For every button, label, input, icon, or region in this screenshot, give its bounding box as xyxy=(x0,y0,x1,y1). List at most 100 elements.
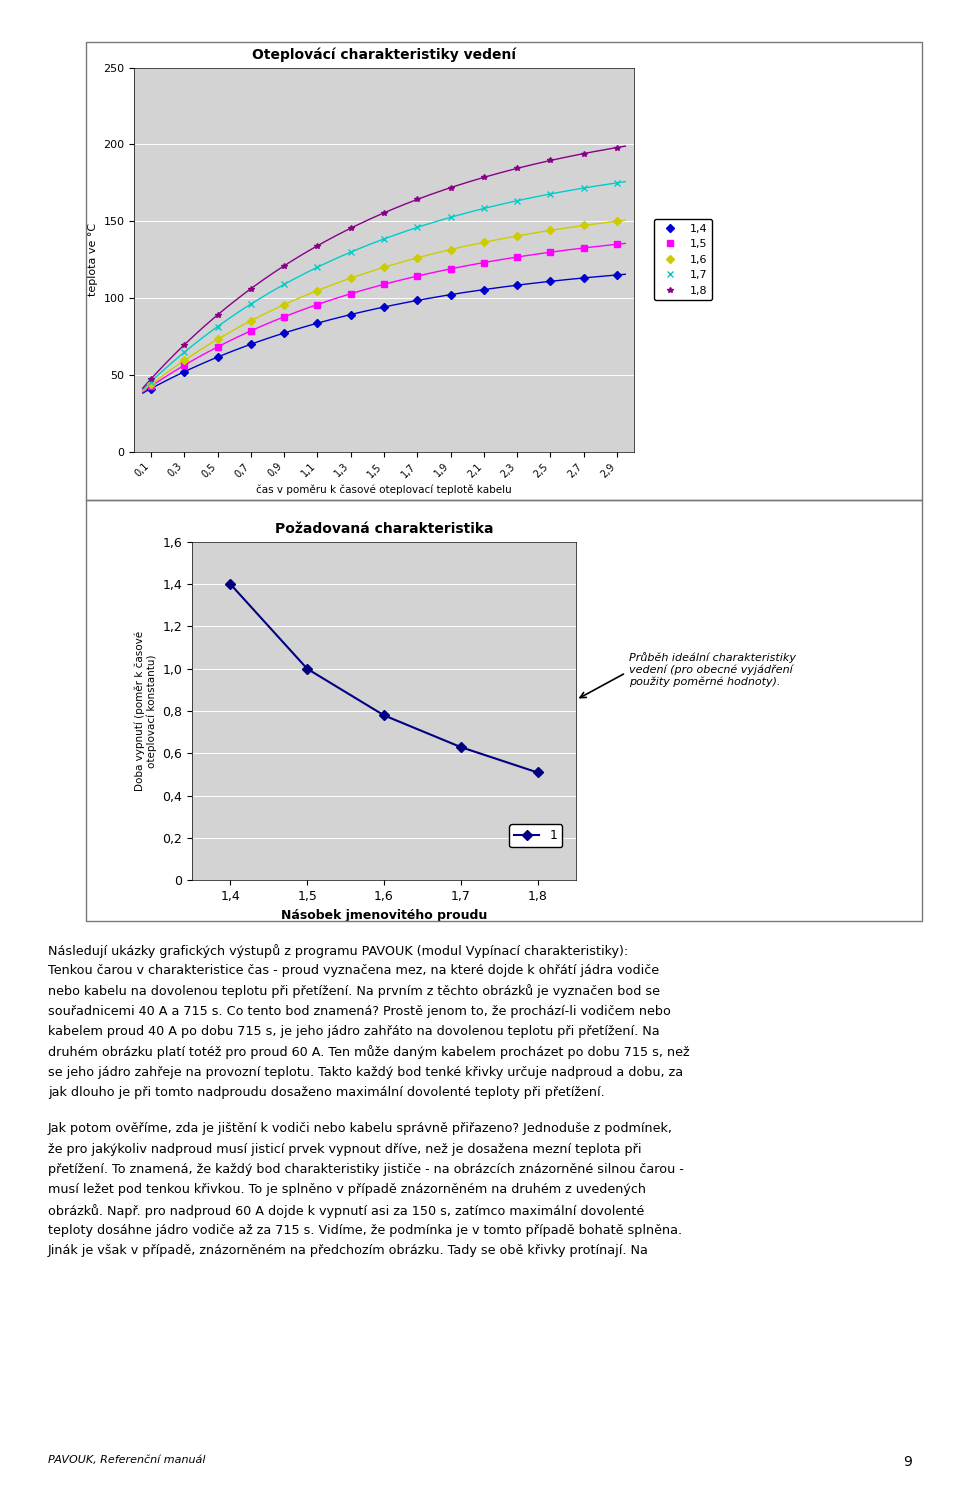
1,7 xyxy=(145,373,156,391)
1,7 xyxy=(478,200,490,218)
Text: Jak potom ověříme, zda je jištění k vodiči nebo kabelu správně přiřazeno? Jednod: Jak potom ověříme, zda je jištění k vodi… xyxy=(48,1123,673,1135)
Line: 1: 1 xyxy=(227,581,541,777)
1,4 xyxy=(612,266,623,284)
1 xyxy=(225,575,236,593)
Text: musí ležet pod tenkou křivkou. To je splněno v případě znázorněném na druhém z u: musí ležet pod tenkou křivkou. To je spl… xyxy=(48,1183,646,1196)
Text: obrázků. Např. pro nadproud 60 A dojde k vypnutí asi za 150 s, zatímco maximální: obrázků. Např. pro nadproud 60 A dojde k… xyxy=(48,1204,644,1218)
Text: PAVOUK, Referenční manuál: PAVOUK, Referenční manuál xyxy=(48,1455,205,1466)
1,6 xyxy=(544,221,556,239)
1,8 xyxy=(444,179,456,197)
1,7 xyxy=(345,244,356,262)
1,8 xyxy=(278,257,290,275)
1,5 xyxy=(612,235,623,253)
1,5 xyxy=(544,244,556,262)
1,8 xyxy=(245,280,256,298)
1 xyxy=(301,659,313,677)
1,8 xyxy=(578,144,589,163)
Line: 1,4: 1,4 xyxy=(148,272,620,391)
1,8 xyxy=(544,152,556,170)
1,7 xyxy=(544,185,556,203)
1,7 xyxy=(412,218,423,236)
Line: 1,5: 1,5 xyxy=(148,241,620,388)
1,4 xyxy=(212,348,224,366)
1,8 xyxy=(312,236,324,254)
1,6 xyxy=(478,233,490,251)
1,7 xyxy=(312,259,324,277)
1,8 xyxy=(612,138,623,157)
Line: 1,8: 1,8 xyxy=(148,144,620,382)
Line: 1,7: 1,7 xyxy=(148,181,620,384)
Text: Jinák je však v případě, znázorněném na předchozím obrázku. Tady se obě křivky p: Jinák je však v případě, znázorněném na … xyxy=(48,1245,649,1257)
1,8 xyxy=(378,203,390,221)
1,7 xyxy=(444,208,456,226)
Title: Oteplovácí charakteristiky vedení: Oteplovácí charakteristiky vedení xyxy=(252,48,516,62)
1,4 xyxy=(278,324,290,342)
1,6 xyxy=(444,241,456,259)
1,7 xyxy=(578,179,589,197)
Y-axis label: Doba vypnutí (poměr k časové
oteplovací konstantu): Doba vypnutí (poměr k časové oteplovací … xyxy=(134,631,156,792)
1,5 xyxy=(179,357,190,375)
1,5 xyxy=(278,307,290,325)
Line: 1,6: 1,6 xyxy=(148,218,620,387)
Text: přetížení. To znamená, že každý bod charakteristiky jističe - na obrázcích znázo: přetížení. To znamená, že každý bod char… xyxy=(48,1163,684,1175)
1,7 xyxy=(612,175,623,193)
1,8 xyxy=(179,336,190,354)
Title: Požadovaná charakteristika: Požadovaná charakteristika xyxy=(275,522,493,536)
1,5 xyxy=(478,253,490,271)
Text: 9: 9 xyxy=(903,1455,912,1469)
1,6 xyxy=(378,259,390,277)
1,4 xyxy=(179,363,190,381)
1,8 xyxy=(345,220,356,238)
Text: nebo kabelu na dovolenou teplotu při přetížení. Na prvním z těchto obrázků je vy: nebo kabelu na dovolenou teplotu při pře… xyxy=(48,984,660,998)
1 xyxy=(455,737,467,756)
1,8 xyxy=(512,160,523,178)
1,6 xyxy=(245,312,256,330)
1,7 xyxy=(512,191,523,209)
1,8 xyxy=(145,370,156,388)
1,5 xyxy=(444,260,456,278)
1,7 xyxy=(179,343,190,361)
1,5 xyxy=(378,275,390,293)
1,5 xyxy=(412,266,423,284)
Text: jak dlouho je při tomto nadproudu dosaženo maximální dovolenté teploty při přetí: jak dlouho je při tomto nadproudu dosaže… xyxy=(48,1087,605,1099)
Text: se jeho jádro zahřeje na provozní teplotu. Takto každý bod tenké křivky určuje n: se jeho jádro zahřeje na provozní teplot… xyxy=(48,1066,684,1079)
Text: Průběh ideální charakteristiky
vedení (pro obecné vyjádření
použity poměrné hodn: Průběh ideální charakteristiky vedení (p… xyxy=(629,652,796,688)
1 xyxy=(378,706,390,724)
1,7 xyxy=(278,275,290,293)
1,5 xyxy=(145,378,156,396)
1,6 xyxy=(412,248,423,266)
Text: souřadnicemi 40 A a 715 s. Co tento bod znamená? Prostě jenom to, že prochází-li: souřadnicemi 40 A a 715 s. Co tento bod … xyxy=(48,1005,671,1017)
1,4 xyxy=(145,379,156,397)
Text: že pro jakýkoliv nadproud musí jisticí prvek vypnout dříve, než je dosažena mezn: že pro jakýkoliv nadproud musí jisticí p… xyxy=(48,1142,641,1156)
1 xyxy=(532,763,543,781)
1,5 xyxy=(345,284,356,303)
Text: kabelem proud 40 A po dobu 715 s, je jeho jádro zahřáto na dovolenou teplotu při: kabelem proud 40 A po dobu 715 s, je jeh… xyxy=(48,1025,660,1038)
1,4 xyxy=(444,286,456,304)
1,4 xyxy=(412,292,423,310)
1,4 xyxy=(345,306,356,324)
X-axis label: Násobek jmenovitého proudu: Násobek jmenovitého proudu xyxy=(281,909,487,921)
1,4 xyxy=(245,336,256,354)
1,8 xyxy=(412,191,423,209)
1,8 xyxy=(478,169,490,187)
1,4 xyxy=(544,272,556,290)
1,4 xyxy=(578,269,589,287)
1,6 xyxy=(179,351,190,369)
Text: teploty dosáhne jádro vodiče až za 715 s. Vidíme, že podmínka je v tomto případě: teploty dosáhne jádro vodiče až za 715 s… xyxy=(48,1224,683,1237)
1,6 xyxy=(512,227,523,245)
Y-axis label: teplota ve °C: teplota ve °C xyxy=(88,223,98,296)
1,7 xyxy=(212,318,224,336)
1,5 xyxy=(312,295,324,313)
1,7 xyxy=(378,230,390,248)
1,6 xyxy=(312,281,324,299)
1,5 xyxy=(512,248,523,266)
1,6 xyxy=(612,212,623,230)
1,4 xyxy=(312,315,324,333)
1,6 xyxy=(278,295,290,313)
Text: Tenkou čarou v charakteristice čas - proud vyznačena mez, na které dojde k ohřát: Tenkou čarou v charakteristice čas - pro… xyxy=(48,963,660,977)
1,4 xyxy=(478,280,490,298)
1,6 xyxy=(212,330,224,348)
1,5 xyxy=(578,239,589,257)
1,5 xyxy=(212,337,224,355)
1,5 xyxy=(245,322,256,340)
